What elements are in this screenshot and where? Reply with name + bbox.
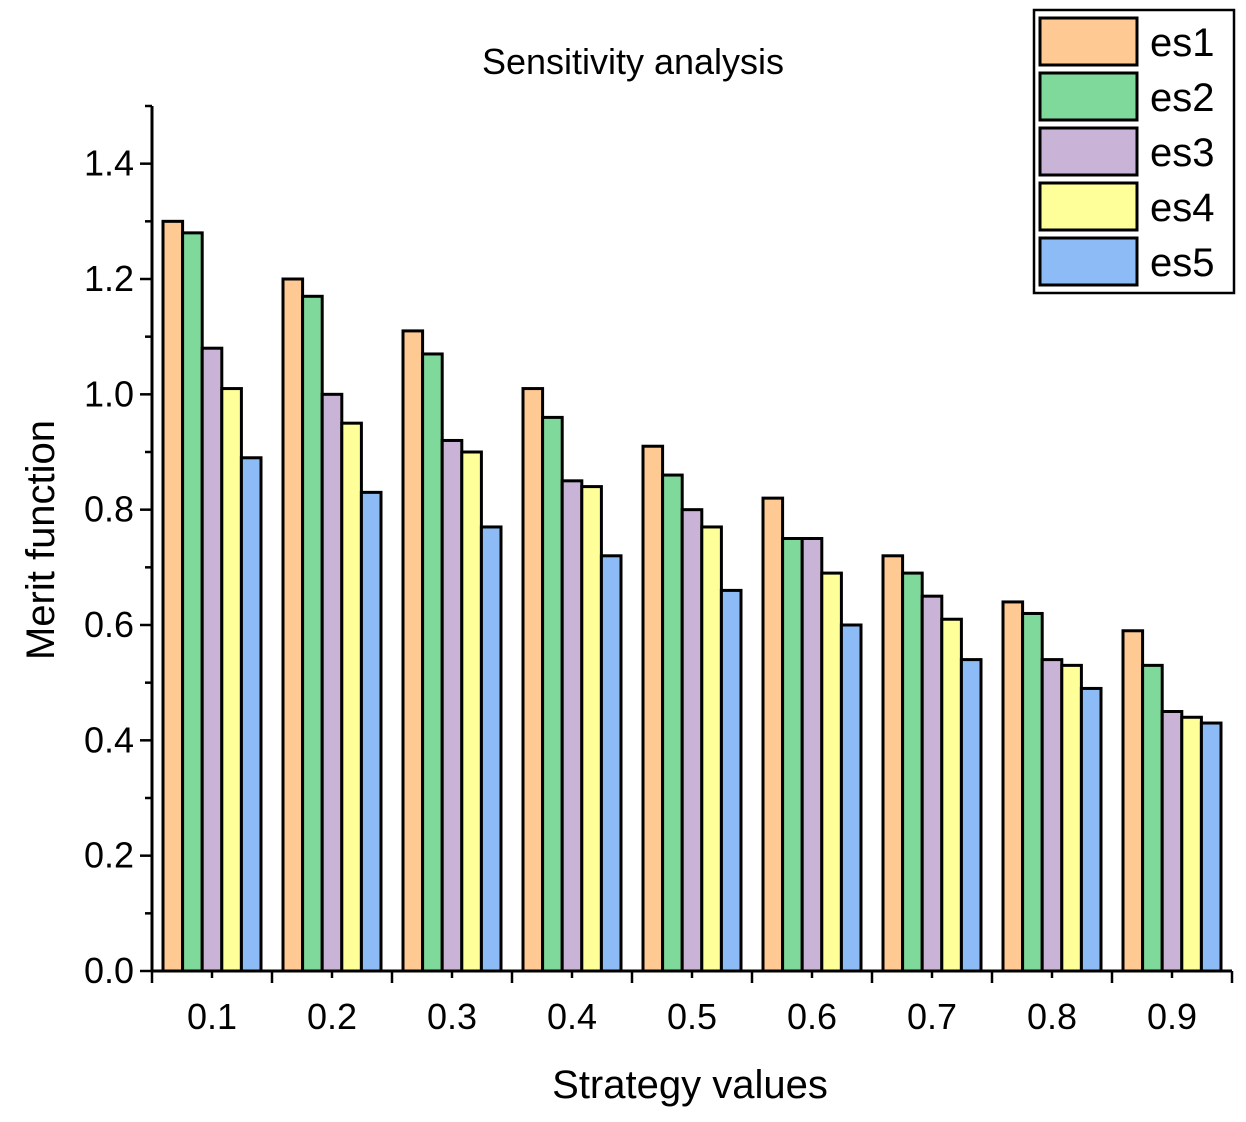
bar-es1-0.1 bbox=[161, 219, 185, 973]
bar-es3-0.8 bbox=[1040, 658, 1064, 973]
bar-es2-0.9 bbox=[1141, 663, 1164, 973]
legend: es1 es2 es3 es4 es5 bbox=[1032, 8, 1236, 295]
bar-es3-0.1 bbox=[200, 346, 224, 973]
bar-es4-0.8 bbox=[1060, 663, 1083, 973]
bar-es3-0.4 bbox=[560, 479, 584, 973]
bar-es2-0.6 bbox=[781, 537, 804, 973]
bar-es5-0.3 bbox=[479, 525, 503, 973]
bar-es5-0.2 bbox=[359, 490, 383, 973]
bar-es1-0.7 bbox=[881, 554, 905, 973]
y-tick-label: 0.0 bbox=[84, 950, 134, 991]
bar-es1-0.5 bbox=[641, 444, 665, 973]
legend-swatch-es4 bbox=[1038, 181, 1139, 232]
bar-es1-0.3 bbox=[401, 329, 425, 973]
x-axis: 0.1 0.2 0.3 0.4 0.5 0.6 0.7 0.8 0.9 bbox=[150, 969, 1234, 1037]
bar-es3-0.5 bbox=[680, 508, 704, 973]
legend-swatch-es1 bbox=[1038, 16, 1139, 67]
bar-es2-0.1 bbox=[181, 231, 204, 973]
x-tick-label: 0.9 bbox=[1147, 996, 1197, 1037]
y-axis-title: Merit function bbox=[19, 420, 63, 660]
y-tick-label: 1.0 bbox=[84, 373, 134, 414]
bar-es4-0.2 bbox=[340, 421, 363, 973]
bar-es1-0.2 bbox=[281, 277, 305, 973]
bar-es4-0.4 bbox=[580, 485, 603, 973]
bars-layer bbox=[161, 219, 1223, 973]
x-tick-label: 0.4 bbox=[547, 996, 597, 1037]
bar-es1-0.6 bbox=[761, 496, 785, 973]
y-tick-label: 0.6 bbox=[84, 604, 134, 645]
bar-es4-0.1 bbox=[220, 387, 243, 973]
bar-es3-0.3 bbox=[440, 438, 464, 973]
chart-title: Sensitivity analysis bbox=[482, 41, 784, 82]
y-tick-label: 1.4 bbox=[84, 143, 134, 184]
x-tick-label: 0.5 bbox=[667, 996, 717, 1037]
bar-es3-0.7 bbox=[920, 594, 944, 973]
bar-es4-0.7 bbox=[940, 617, 963, 973]
legend-label-es3: es3 bbox=[1150, 131, 1215, 175]
legend-swatch-es2 bbox=[1038, 71, 1139, 122]
bar-es5-0.4 bbox=[599, 554, 623, 973]
x-tick-label: 0.1 bbox=[187, 996, 237, 1037]
bar-es1-0.8 bbox=[1001, 600, 1025, 973]
bar-es4-0.5 bbox=[700, 525, 723, 973]
x-axis-title: Strategy values bbox=[552, 1063, 828, 1107]
bar-es2-0.4 bbox=[541, 415, 564, 973]
bar-es3-0.2 bbox=[320, 392, 344, 973]
legend-label-es4: es4 bbox=[1150, 186, 1215, 230]
bar-es3-0.9 bbox=[1160, 710, 1184, 973]
y-tick-label: 0.8 bbox=[84, 489, 134, 530]
bar-es4-0.9 bbox=[1180, 715, 1203, 973]
legend-label-es1: es1 bbox=[1150, 21, 1215, 65]
bar-es1-0.9 bbox=[1121, 629, 1145, 973]
y-tick-label: 0.4 bbox=[84, 719, 134, 760]
bar-es5-0.7 bbox=[959, 658, 983, 973]
bar-es5-0.8 bbox=[1079, 686, 1103, 973]
x-tick-label: 0.8 bbox=[1027, 996, 1077, 1037]
bar-es2-0.8 bbox=[1021, 611, 1044, 973]
bar-es1-0.4 bbox=[521, 387, 545, 973]
legend-swatch-es3 bbox=[1038, 126, 1139, 177]
x-tick-label: 0.7 bbox=[907, 996, 957, 1037]
legend-swatch-es5 bbox=[1038, 236, 1139, 287]
y-axis: 0.0 0.2 0.4 0.6 0.8 1.0 1.2 1.4 bbox=[84, 104, 154, 991]
bar-es5-0.1 bbox=[239, 456, 263, 973]
x-tick-label: 0.2 bbox=[307, 996, 357, 1037]
bar-es2-0.3 bbox=[421, 352, 444, 973]
bar-es3-0.6 bbox=[800, 537, 824, 973]
bar-es2-0.2 bbox=[301, 294, 324, 973]
y-tick-label: 0.2 bbox=[84, 835, 134, 876]
bar-es4-0.6 bbox=[820, 571, 843, 973]
bar-es5-0.5 bbox=[719, 588, 743, 973]
legend-label-es5: es5 bbox=[1150, 241, 1215, 285]
x-tick-label: 0.6 bbox=[787, 996, 837, 1037]
x-tick-label: 0.3 bbox=[427, 996, 477, 1037]
bar-es2-0.5 bbox=[661, 473, 684, 973]
bar-es2-0.7 bbox=[901, 571, 924, 973]
bar-es5-0.6 bbox=[839, 623, 863, 973]
legend-label-es2: es2 bbox=[1150, 76, 1215, 120]
bar-es5-0.9 bbox=[1199, 721, 1223, 973]
y-tick-label: 1.2 bbox=[84, 258, 134, 299]
bar-es4-0.3 bbox=[460, 450, 483, 973]
